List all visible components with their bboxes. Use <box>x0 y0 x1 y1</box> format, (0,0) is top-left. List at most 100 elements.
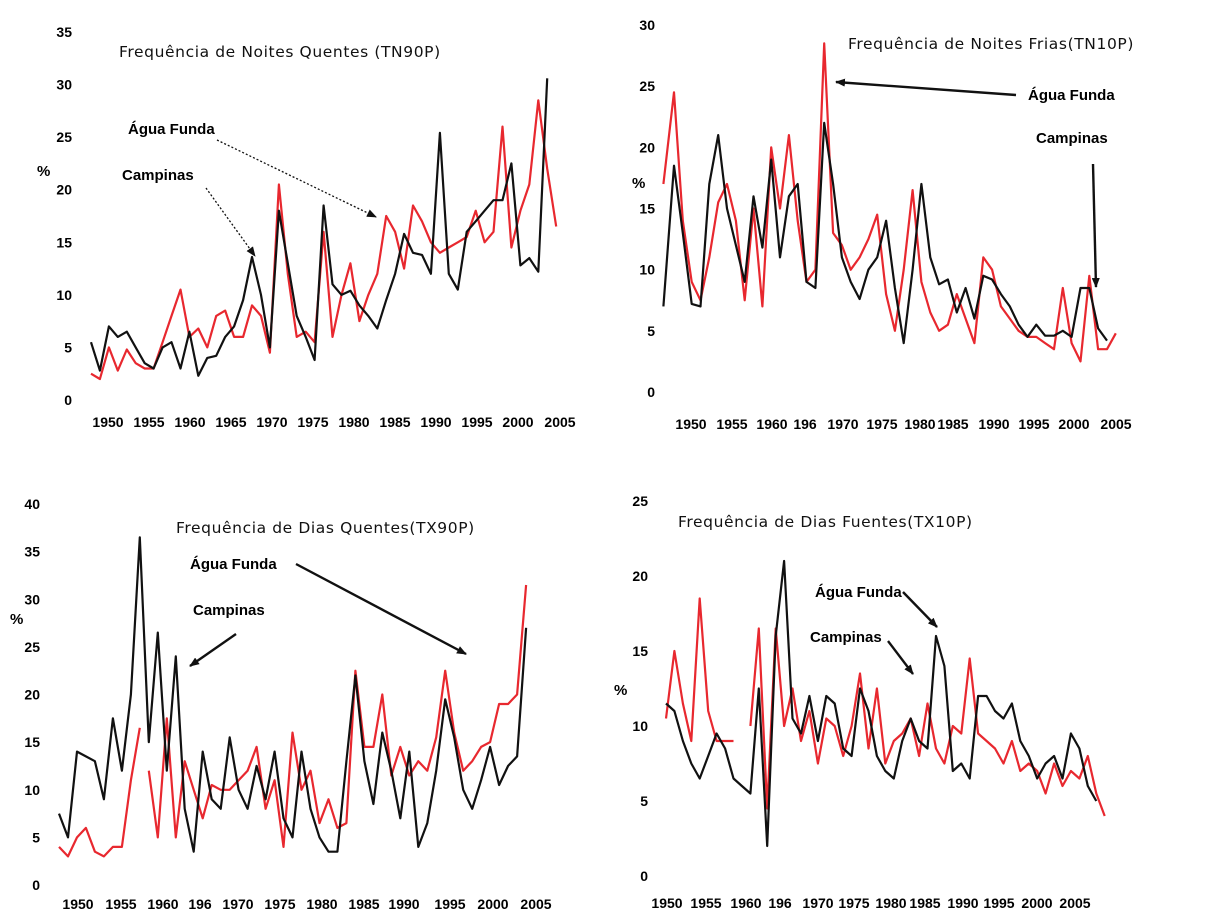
x-tick-label: 1970 <box>256 414 287 430</box>
y-tick-label: 0 <box>32 877 40 893</box>
y-axis-label: % <box>37 163 50 180</box>
x-tick-label: 196 <box>768 895 792 911</box>
y-tick-label: 25 <box>24 639 40 655</box>
x-tick-label: 1955 <box>105 896 136 912</box>
x-tick-label: 1975 <box>838 895 869 911</box>
series-line--gua-funda <box>664 597 1106 817</box>
annotation-arrow <box>216 139 377 218</box>
y-tick-label: 15 <box>632 643 648 659</box>
x-tick-label: 1975 <box>866 416 897 432</box>
chart-title: Frequência de Noites Frias(TN10P) <box>848 35 1134 53</box>
x-tick-label: 1960 <box>147 896 178 912</box>
x-tick-label: 1970 <box>802 895 833 911</box>
chart-title: Frequência de Dias Fuentes(TX10P) <box>678 513 973 531</box>
y-tick-label: 5 <box>640 793 648 809</box>
x-tick-label: 2000 <box>1021 895 1052 911</box>
x-tick-label: 1980 <box>875 895 906 911</box>
x-tick-label: 1960 <box>730 895 761 911</box>
x-tick-label: 1995 <box>434 896 465 912</box>
x-tick-label: 1990 <box>388 896 419 912</box>
y-tick-label: 30 <box>56 77 72 93</box>
y-tick-label: 5 <box>64 339 72 355</box>
x-tick-label: 2005 <box>520 896 551 912</box>
x-tick-label: 1955 <box>690 895 721 911</box>
chart-panel-1: 0 5 10 15 20 25 30 35 1950 1955 1960 1965 1970 1975 19… <box>37 24 576 430</box>
x-tick-label: 196 <box>188 896 212 912</box>
y-tick-label: 0 <box>647 384 655 400</box>
x-tick-label: 1955 <box>133 414 164 430</box>
x-tick-label: 2005 <box>1059 895 1090 911</box>
series-line-campinas <box>89 78 549 377</box>
x-tick-label: 1980 <box>306 896 337 912</box>
annotation-arrow <box>1091 163 1100 288</box>
annotation-label: Campinas <box>193 602 265 619</box>
x-tick-label: 1980 <box>338 414 369 430</box>
y-tick-label: 20 <box>632 568 648 584</box>
x-tick-label: 1985 <box>909 895 940 911</box>
x-tick-label: 1965 <box>215 414 246 430</box>
x-tick-label: 1950 <box>62 896 93 912</box>
y-tick-label: 20 <box>24 687 40 703</box>
y-tick-label: 25 <box>632 493 648 509</box>
series-line-campinas <box>57 536 528 853</box>
x-tick-label: 1960 <box>756 416 787 432</box>
x-tick-label: 1960 <box>174 414 205 430</box>
y-axis-label: % <box>614 682 627 699</box>
annotation-label: Campinas <box>1036 130 1108 147</box>
annotation-label: Água Funda <box>128 121 215 138</box>
annotation-arrow <box>295 562 467 656</box>
y-tick-label: 25 <box>639 78 655 94</box>
y-tick-label: 35 <box>56 24 72 40</box>
x-tick-label: 2005 <box>544 414 575 430</box>
x-tick-label: 2005 <box>1100 416 1131 432</box>
annotation-arrow <box>189 633 237 667</box>
series-line--gua-funda <box>90 99 558 381</box>
y-tick-label: 20 <box>639 139 655 155</box>
x-tick-label: 2000 <box>477 896 508 912</box>
y-tick-label: 20 <box>56 182 72 198</box>
x-tick-label: 1985 <box>379 414 410 430</box>
x-tick-label: 1950 <box>92 414 123 430</box>
annotation-arrow <box>902 591 938 628</box>
x-tick-label: 1995 <box>983 895 1014 911</box>
y-tick-label: 35 <box>24 544 40 560</box>
y-tick-label: 5 <box>32 829 40 845</box>
x-tick-label: 1950 <box>651 895 682 911</box>
x-tick-label: 1970 <box>222 896 253 912</box>
chart-panel-3: 0 5 10 15 20 25 30 35 40 1950 1955 1960 196 1970 1975 1… <box>10 496 552 912</box>
y-tick-label: 0 <box>64 392 72 408</box>
y-tick-label: 30 <box>24 591 40 607</box>
annotation-arrow <box>887 640 914 675</box>
x-tick-label: 1985 <box>348 896 379 912</box>
x-tick-label: 1955 <box>716 416 747 432</box>
y-tick-label: 10 <box>24 782 40 798</box>
y-tick-label: 5 <box>647 323 655 339</box>
x-tick-label: 1990 <box>420 414 451 430</box>
y-tick-label: 10 <box>639 262 655 278</box>
chart-panel-4: 0 5 10 15 20 25 1950 1955 1960 196 1970 1975 1980 198… <box>614 493 1106 911</box>
y-axis-label: % <box>10 611 23 628</box>
annotation-label: Água Funda <box>815 584 902 601</box>
x-tick-label: 1980 <box>904 416 935 432</box>
y-tick-label: 10 <box>56 287 72 303</box>
x-tick-label: 2000 <box>502 414 533 430</box>
x-tick-label: 1990 <box>947 895 978 911</box>
y-tick-label: 15 <box>24 734 40 750</box>
annotation-arrow <box>835 78 1017 97</box>
x-tick-label: 1985 <box>937 416 968 432</box>
x-tick-label: 1970 <box>827 416 858 432</box>
x-tick-label: 2000 <box>1058 416 1089 432</box>
y-axis-label: % <box>632 175 645 192</box>
chart-title: Frequência de Dias Quentes(TX90P) <box>176 519 475 537</box>
annotation-label: Água Funda <box>1028 87 1115 104</box>
x-tick-label: 1975 <box>264 896 295 912</box>
series-line-campinas <box>665 559 1098 848</box>
x-tick-label: 1995 <box>1018 416 1049 432</box>
x-tick-label: 1975 <box>297 414 328 430</box>
annotation-label: Campinas <box>810 629 882 646</box>
y-tick-label: 15 <box>639 201 655 217</box>
y-tick-label: 15 <box>56 234 72 250</box>
annotation-arrow <box>205 187 256 257</box>
